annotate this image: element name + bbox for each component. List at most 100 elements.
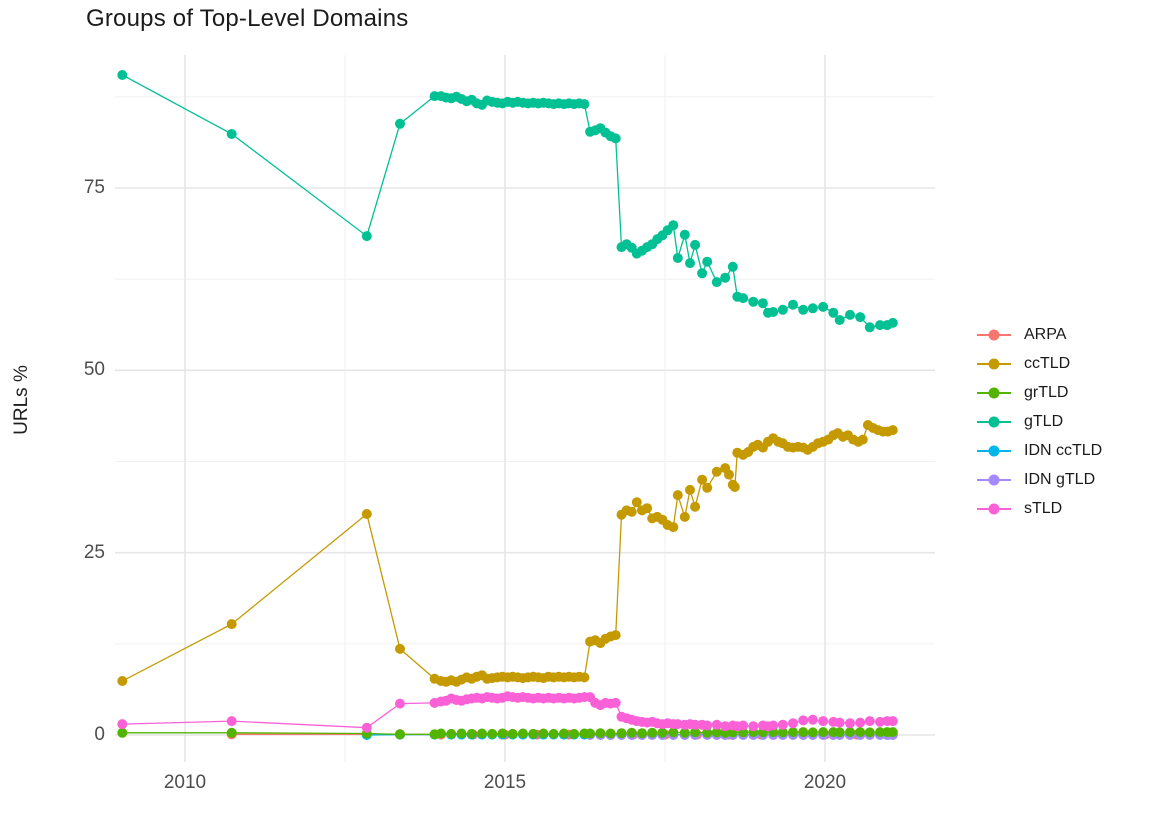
legend-item-idn-cctld: IDN ccTLD <box>977 436 1162 465</box>
series-point-stld <box>610 697 621 708</box>
legend-key-icon-gtld <box>977 415 1011 429</box>
series-point-grtld <box>466 728 477 739</box>
series-point-gtld <box>117 70 128 80</box>
series-point-grtld <box>605 728 616 739</box>
series-point-grtld <box>558 728 569 739</box>
y-tick-label-25: 25 <box>83 541 105 563</box>
series-point-gtld <box>610 133 621 144</box>
legend-item-arpa: ARPA <box>977 320 1162 349</box>
series-point-grtld <box>679 727 690 738</box>
legend-item-idn-gtld: IDN gTLD <box>977 465 1162 494</box>
series-point-gtld <box>727 261 738 272</box>
series-point-grtld <box>845 727 855 738</box>
legend-key-dot <box>988 416 1000 427</box>
series-point-grtld <box>569 728 580 739</box>
series-point-grtld <box>487 728 498 739</box>
series-point-gtld <box>679 229 690 240</box>
series-point-grtld <box>788 727 798 738</box>
series-point-grtld <box>395 729 405 740</box>
series-point-grtld <box>864 727 875 738</box>
series-point-grtld <box>548 728 559 739</box>
series-point-stld <box>395 698 405 709</box>
series-point-stld <box>845 718 855 729</box>
series-point-gtld <box>807 303 818 314</box>
legend-key-icon-idn-cctld <box>977 444 1011 458</box>
series-point-cctld <box>672 490 683 501</box>
series-point-stld <box>226 716 237 727</box>
legend-item-stld: sTLD <box>977 494 1162 523</box>
series-point-gtld <box>748 296 759 307</box>
series-point-cctld <box>579 672 590 683</box>
series-point-gtld <box>672 253 683 263</box>
series-point-cctld <box>887 425 898 436</box>
y-tick-label-0: 0 <box>94 724 105 745</box>
series-line-grtld <box>122 731 893 735</box>
series-point-grtld <box>807 727 818 738</box>
series-point-cctld <box>395 643 405 654</box>
series-line-gtld <box>121 74 894 329</box>
series-point-grtld <box>517 728 528 739</box>
series-point-gtld <box>845 309 855 320</box>
series-point-stld <box>777 719 788 730</box>
legend-label-idn-gtld: IDN gTLD <box>1024 470 1096 488</box>
series-point-grtld <box>818 727 829 738</box>
series-point-grtld <box>777 727 788 738</box>
series-point-gtld <box>579 99 590 110</box>
series-point-stld <box>807 714 818 725</box>
series-point-gtld <box>777 304 788 315</box>
series-point-grtld <box>436 728 446 739</box>
series-point-grtld <box>702 727 713 738</box>
series-point-gtld <box>226 129 237 139</box>
series-point-gtld <box>875 320 885 331</box>
legend-label-arpa: ARPA <box>1024 325 1067 343</box>
series-point-grtld <box>626 727 637 738</box>
series-point-cctld <box>631 497 642 508</box>
series-point-cctld <box>626 506 637 517</box>
series-point-grtld <box>117 727 128 738</box>
series-point-gtld <box>738 293 749 304</box>
legend-item-gtld: gTLD <box>977 407 1162 436</box>
series-point-grtld <box>497 728 508 739</box>
series-point-stld <box>748 721 759 732</box>
series-point-gtld <box>668 220 679 231</box>
series-point-gtld <box>887 317 898 328</box>
series-point-cctld <box>857 434 868 445</box>
series-point-cctld <box>697 474 708 485</box>
series-point-grtld <box>798 727 809 738</box>
series-point-stld <box>702 720 713 731</box>
y-axis-label: URLs % <box>11 365 32 435</box>
series-point-gtld <box>685 258 695 269</box>
legend-key-icon-stld <box>977 502 1011 516</box>
series-point-gtld <box>768 307 779 317</box>
series-point-cctld <box>668 522 679 533</box>
series-point-grtld <box>647 727 658 738</box>
legend-label-gtld: gTLD <box>1024 412 1064 430</box>
series-point-grtld <box>711 727 722 738</box>
legend-key-dot <box>988 445 1000 456</box>
series-point-grtld <box>616 728 627 739</box>
y-tick-label-50: 50 <box>83 359 105 381</box>
legend-key-dot <box>988 474 1000 485</box>
series-point-stld <box>887 716 898 727</box>
legend-label-grtld: grTLD <box>1024 383 1069 401</box>
series-point-stld <box>361 722 372 733</box>
series-point-grtld <box>668 727 679 738</box>
series-point-stld <box>855 717 866 728</box>
series-point-stld <box>818 716 829 727</box>
y-tick-label-75: 75 <box>83 177 105 198</box>
series-point-grtld <box>585 728 596 739</box>
series-point-stld <box>711 719 722 730</box>
series-point-stld <box>798 715 809 726</box>
series-point-grtld <box>875 727 885 738</box>
legend-label-idn-cctld: IDN ccTLD <box>1024 441 1103 459</box>
legend-key-dot <box>988 329 1000 340</box>
series-point-stld <box>738 720 749 731</box>
series-point-gtld <box>864 322 875 333</box>
series-point-cctld <box>642 503 653 514</box>
series-point-gtld <box>711 277 722 288</box>
series-point-gtld <box>697 268 708 279</box>
series-point-cctld <box>724 469 734 480</box>
series-point-grtld <box>528 728 539 739</box>
series-point-gtld <box>395 118 405 129</box>
